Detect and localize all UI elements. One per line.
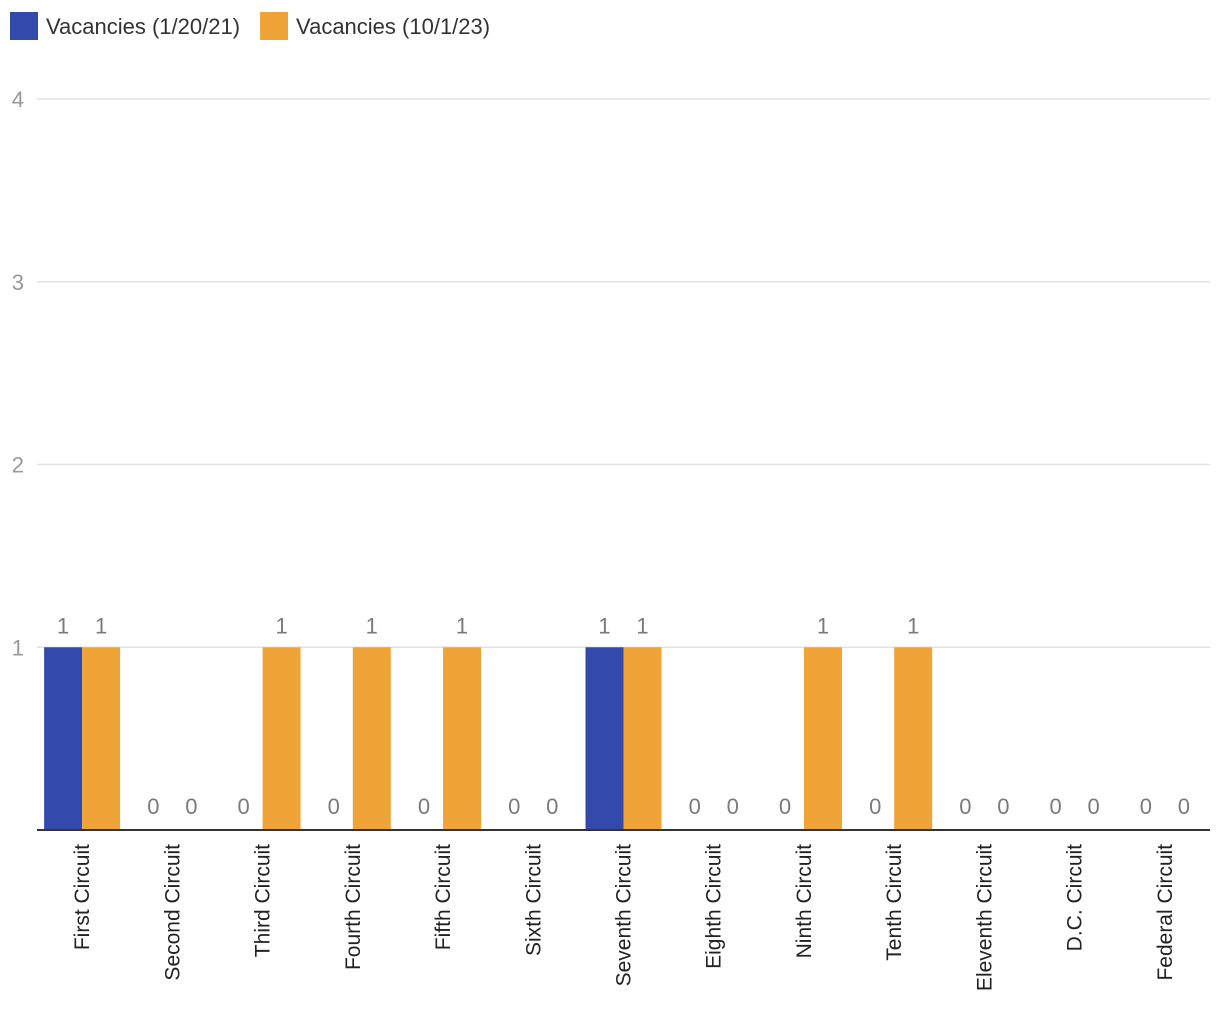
category-label: Federal Circuit: [1154, 844, 1177, 981]
category-label: Seventh Circuit: [613, 844, 636, 987]
legend-label-0: Vacancies (1/20/21): [46, 14, 240, 39]
bar-1-9: [894, 647, 933, 830]
category-label: D.C. Circuit: [1064, 844, 1087, 952]
bar-0-6: [585, 647, 624, 830]
category-label: Tenth Circuit: [883, 844, 906, 961]
data-label-1-8: 1: [817, 613, 829, 638]
legend-swatch-0: [10, 12, 38, 40]
data-label-1-4: 1: [456, 613, 468, 638]
data-label-1-12: 0: [1178, 794, 1190, 819]
data-label-0-5: 0: [508, 794, 520, 819]
data-label-0-9: 0: [869, 794, 881, 819]
data-label-0-0: 1: [57, 613, 69, 638]
data-label-1-6: 1: [636, 613, 648, 638]
data-label-0-1: 0: [147, 794, 159, 819]
bar-1-4: [443, 647, 482, 830]
category-label: Second Circuit: [161, 844, 184, 981]
data-label-0-10: 0: [959, 794, 971, 819]
bar-0-0: [44, 647, 83, 830]
y-tick-label: 4: [12, 87, 24, 112]
data-label-1-0: 1: [95, 613, 107, 638]
data-label-1-3: 1: [366, 613, 378, 638]
category-label: Eighth Circuit: [703, 844, 726, 969]
category-label: Sixth Circuit: [522, 844, 545, 956]
bar-1-3: [352, 647, 391, 830]
data-label-1-9: 1: [907, 613, 919, 638]
category-label: Third Circuit: [252, 844, 275, 957]
data-labels: 1 1 0 0 0 1 0 1 0 1 0 0 1 1 0 0 0 1 0 1 0 0 0 0 0 0: [57, 613, 1190, 819]
data-label-1-5: 0: [546, 794, 558, 819]
data-label-1-1: 0: [185, 794, 197, 819]
bars: [44, 647, 933, 830]
bar-1-0: [82, 647, 121, 830]
data-label-1-2: 1: [275, 613, 287, 638]
data-label-0-8: 0: [779, 794, 791, 819]
data-label-1-7: 0: [727, 794, 739, 819]
data-label-0-4: 0: [418, 794, 430, 819]
legend-label-1: Vacancies (10/1/23): [296, 14, 490, 39]
gridlines: [37, 98, 1210, 648]
data-label-1-11: 0: [1088, 794, 1100, 819]
legend: Vacancies (1/20/21) Vacancies (10/1/23): [10, 12, 490, 40]
y-axis-ticks: 1 2 3 4: [12, 87, 24, 660]
data-label-0-11: 0: [1050, 794, 1062, 819]
bar-1-6: [623, 647, 662, 830]
data-label-0-3: 0: [328, 794, 340, 819]
bar-1-2: [262, 647, 301, 830]
category-label: First Circuit: [71, 844, 94, 950]
category-label: Eleventh Circuit: [973, 844, 996, 991]
data-label-0-6: 1: [598, 613, 610, 638]
data-label-0-2: 0: [237, 794, 249, 819]
data-label-0-7: 0: [689, 794, 701, 819]
legend-swatch-1: [260, 12, 289, 40]
bar-1-8: [803, 647, 842, 830]
category-label: Ninth Circuit: [793, 844, 816, 959]
category-labels: First Circuit Second Circuit Third Circuit…: [71, 844, 1177, 991]
category-label: Fifth Circuit: [432, 844, 455, 950]
y-tick-label: 3: [12, 270, 24, 295]
data-label-1-10: 0: [997, 794, 1009, 819]
category-label: Fourth Circuit: [342, 844, 365, 970]
y-tick-label: 1: [12, 635, 24, 660]
y-tick-label: 2: [12, 453, 24, 478]
data-label-0-12: 0: [1140, 794, 1152, 819]
